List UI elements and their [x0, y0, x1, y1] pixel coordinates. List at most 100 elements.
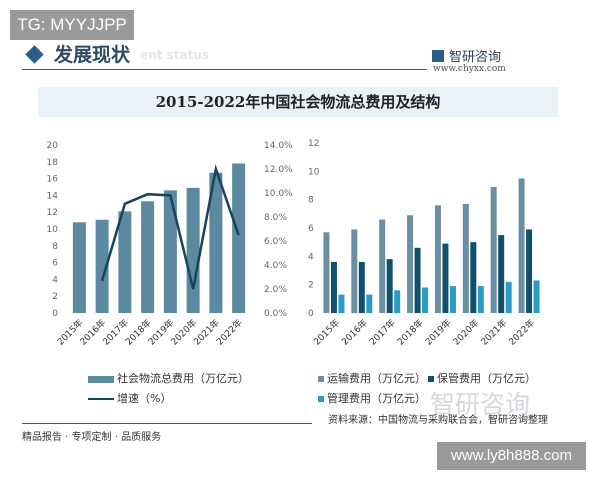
right-axis-tick: 2.0% [264, 285, 287, 295]
right-axis-tick: 8.0% [264, 213, 287, 223]
bar-transport [490, 186, 497, 313]
y-axis-tick: 2 [308, 281, 314, 291]
bar-management [394, 290, 401, 313]
legend-swatch [428, 376, 434, 382]
legend-item-transport: 运输费用（万亿元） [318, 370, 426, 386]
legend-label: 运输费用（万亿元） [327, 372, 426, 385]
growth-point [192, 288, 194, 290]
logo-icon [432, 50, 444, 62]
bar-transport [351, 229, 358, 313]
left-axis-tick: 0 [52, 309, 58, 319]
bar-management [422, 287, 429, 313]
legend-item-total: 社会物流总费用（万亿元） [88, 370, 249, 386]
bar-management [533, 280, 540, 313]
legend-label: 保管费用（万亿元） [437, 372, 536, 385]
x-axis-tick: 2018年 [395, 317, 426, 348]
bar-management [366, 294, 373, 313]
right-axis-tick: 12.0% [264, 165, 293, 175]
growth-point [147, 193, 149, 195]
growth-point [238, 234, 240, 236]
source-note: 资料来源：中国物流与采购联合会，智研咨询整理 [328, 415, 548, 426]
watermark-logo: 智研咨询 [430, 390, 531, 419]
bar-storage [442, 243, 449, 313]
y-axis-tick: 8 [308, 196, 314, 206]
x-axis-tick: 2019年 [423, 317, 454, 348]
left-axis-tick: 20 [47, 141, 59, 151]
legend-item-management: 管理费用（万亿元） [318, 390, 426, 406]
x-axis-tick: 2016年 [339, 317, 370, 348]
left-axis-tick: 12 [47, 208, 58, 218]
bar-total [209, 172, 223, 313]
bar-management [505, 281, 512, 313]
y-axis-tick: 4 [308, 252, 314, 262]
bar-storage [386, 259, 393, 313]
left-axis-tick: 18 [47, 158, 59, 168]
footer-slogan: 精品报告 · 专项定制 · 品质服务 [22, 432, 162, 443]
left-axis-tick: 4 [52, 275, 58, 285]
legend-item-growth: 增速（%） [88, 390, 171, 406]
footer-divider [22, 423, 312, 424]
watermark-badge-bottom: www.ly8h888.com [437, 442, 586, 470]
growth-point [169, 194, 171, 196]
bar-total [163, 190, 177, 313]
logo-name: 智研咨询 [449, 50, 502, 65]
left-axis-tick: 14 [47, 191, 59, 201]
y-axis-tick: 0 [308, 309, 314, 319]
bar-management [338, 294, 345, 313]
bar-storage [526, 229, 533, 313]
bar-transport [434, 205, 441, 313]
bar-transport [407, 215, 414, 313]
legend-swatch [88, 375, 114, 383]
x-axis-tick: 2022年 [506, 317, 537, 348]
bar-storage [414, 247, 421, 313]
legend-label: 社会物流总费用（万亿元） [117, 372, 249, 385]
bar-storage [498, 235, 505, 313]
bar-transport [462, 203, 469, 313]
legend-swatch [88, 398, 114, 400]
bar-total [141, 201, 155, 313]
left-axis-tick: 6 [52, 259, 58, 269]
y-axis-tick: 10 [308, 167, 320, 177]
bar-total [72, 222, 86, 313]
header-divider [22, 69, 427, 70]
right-axis-tick: 4.0% [264, 261, 287, 271]
right-axis-tick: 14.0% [264, 141, 293, 151]
bar-total [118, 211, 132, 313]
diamond-icon [25, 45, 44, 64]
x-axis-tick: 2021年 [478, 317, 509, 348]
charts: 0 2 4 6 8 10 12 14 16 18 20 0.0% 2.0% 4.0% 6.0% 8.0% 10.… [47, 139, 540, 348]
x-axis-tick: 2015年 [311, 317, 342, 348]
growth-point [101, 280, 103, 282]
legend-label: 管理费用（万亿元） [327, 392, 426, 405]
x-axis-tick: 2017年 [367, 317, 398, 348]
right-axis-tick: 0.0% [264, 309, 287, 319]
bar-management [477, 286, 484, 313]
legend-item-storage: 保管费用（万亿元） [428, 370, 536, 386]
x-axis-tick: 2020年 [450, 317, 481, 348]
left-axis-tick: 8 [52, 242, 58, 252]
bar-storage [330, 262, 337, 313]
bar-total [186, 187, 200, 313]
chart-title: 2015-2022年中国社会物流总费用及结构 [38, 87, 558, 117]
logo: 智研咨询 [432, 46, 501, 65]
y-axis-tick: 6 [308, 224, 314, 234]
bar-management [449, 286, 456, 313]
growth-point [124, 203, 126, 205]
bar-total [232, 163, 246, 313]
x-axis-tick: 2022年 [214, 317, 245, 348]
bar-transport [379, 219, 386, 313]
section-title: 发展现状 [54, 44, 131, 66]
growth-point [215, 168, 217, 170]
legend-label: 增速（%） [117, 392, 172, 405]
y-axis-tick: 12 [308, 139, 319, 149]
section-subtitle: ent status [140, 48, 209, 62]
logo-url: www.chyxx.com [433, 64, 506, 74]
right-axis-tick: 10.0% [264, 189, 293, 199]
left-axis-tick: 16 [47, 175, 59, 185]
bar-transport [518, 178, 525, 313]
right-axis-tick: 6.0% [264, 237, 287, 247]
bar-storage [358, 262, 365, 313]
watermark-badge-top: TG: MYYJJPP [10, 10, 134, 40]
legend-swatch [318, 396, 324, 402]
bar-transport [323, 232, 330, 313]
